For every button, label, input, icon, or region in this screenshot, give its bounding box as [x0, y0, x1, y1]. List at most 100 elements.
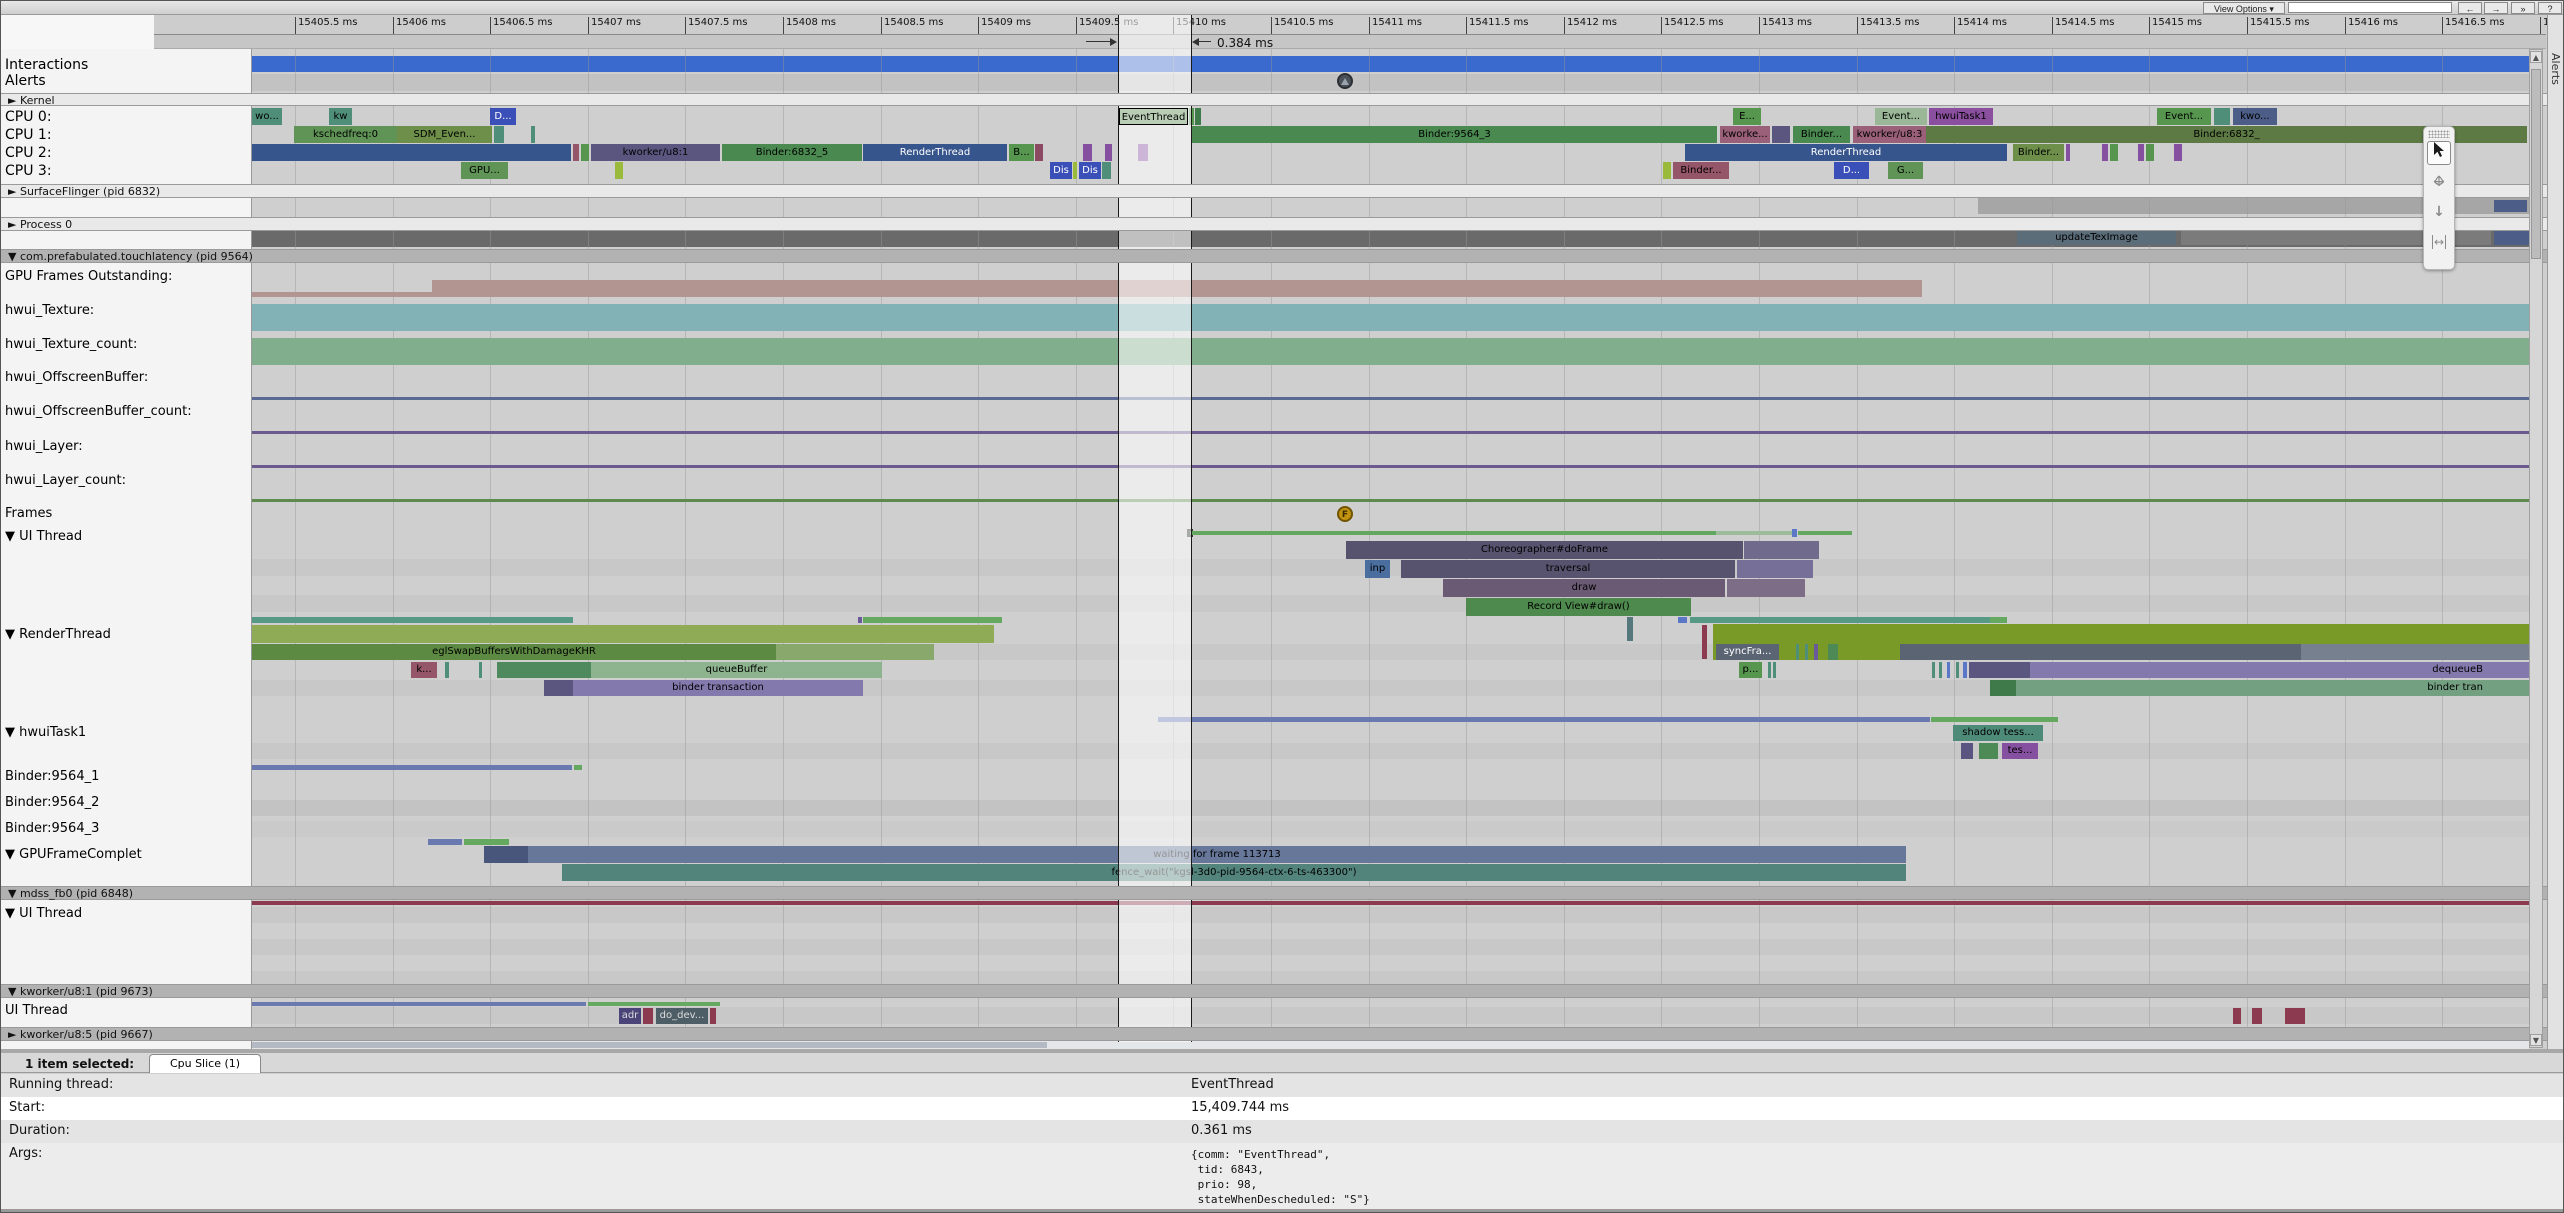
cpu3-slice-dis1[interactable]: Dis: [1050, 162, 1072, 179]
gpuframecomplet-slice-fence[interactable]: fence_wait("kgsl-3d0-pid-9564-ctx-6-ts-4…: [562, 864, 1906, 881]
cpu0-slice-eventthread-selected[interactable]: EventThread: [1119, 108, 1188, 125]
cpu2-slice-long[interactable]: [252, 144, 571, 161]
cpu1-slice-binder9564-3[interactable]: Binder:9564_3: [1192, 126, 1717, 143]
search-input[interactable]: [2288, 2, 2452, 13]
uithread-slice-doframe-pale[interactable]: [1744, 541, 1819, 559]
cpu2-slice-purple1[interactable]: [1083, 144, 1092, 161]
header-touchlatency[interactable]: ▼ com.prefabulated.touchlatency (pid 956…: [1, 249, 2563, 263]
cpu1-slice-teal2[interactable]: [531, 126, 535, 143]
cpu0-slice-e[interactable]: E...: [1733, 108, 1761, 125]
horizontal-scrollbar-thumb[interactable]: [154, 1042, 1047, 1048]
cpu2-slice-b[interactable]: B...: [1009, 144, 1034, 161]
renderthread-slice-gray[interactable]: [1900, 644, 2301, 660]
cpu3-slice-g[interactable]: G...: [1888, 162, 1923, 179]
zoom-tool-button[interactable]: ↓: [2427, 201, 2451, 225]
process0-slice-gray[interactable]: [2181, 231, 2491, 245]
timing-tool-button[interactable]: ↔: [2427, 231, 2451, 255]
vertical-scrollbar[interactable]: [2529, 49, 2543, 1048]
pan-tool-button[interactable]: ↔ ↕: [2427, 171, 2451, 195]
cpu0-slice-kwo[interactable]: kwo...: [2233, 108, 2277, 125]
uithread-slice-traversal-pale[interactable]: [1737, 560, 1813, 578]
kworker-slice-adr[interactable]: adr: [619, 1008, 641, 1024]
renderthread-tick7[interactable]: [1768, 662, 1771, 678]
uithread-slice-recordview[interactable]: Record View#draw(): [1466, 598, 1691, 616]
palette-drag-handle-icon[interactable]: [2428, 130, 2450, 138]
cpu0-slice-green2[interactable]: [1195, 108, 1201, 125]
renderthread-slice-eglswap[interactable]: eglSwapBuffersWithDamageKHR: [252, 644, 776, 660]
horizontal-scrollbar[interactable]: [154, 1041, 2529, 1049]
cpu3-slice-yellow2[interactable]: [1073, 162, 1077, 179]
renderthread-slice-bindertran-dark[interactable]: [1990, 680, 2016, 696]
renderthread-slice-bindertrans-light[interactable]: binder transaction: [573, 680, 863, 696]
cpu3-slice-yellow1[interactable]: [615, 162, 623, 179]
renderthread-slice-maroontick[interactable]: [1702, 625, 1707, 659]
cpu2-slice-p6[interactable]: [2138, 144, 2144, 161]
cpu1-slice-kworke[interactable]: kworke...: [1720, 126, 1770, 143]
renderthread-slice-queuebuffer[interactable]: queueBuffer: [591, 662, 882, 678]
cpu2-slice-binder[interactable]: Binder...: [2013, 144, 2064, 161]
header-mdss-fb0[interactable]: ▼ mdss_fb0 (pid 6848): [1, 886, 2563, 900]
renderthread-slice-k[interactable]: k...: [411, 662, 437, 678]
renderthread-tick11[interactable]: [1947, 662, 1950, 678]
uithread-slice-doframe[interactable]: Choreographer#doFrame: [1346, 541, 1743, 559]
kworker-slice-maroon5[interactable]: [2285, 1008, 2305, 1024]
cpu2-slice-p7[interactable]: [2174, 144, 2182, 161]
renderthread-tick5[interactable]: [445, 662, 449, 678]
cpu0-slice-event2[interactable]: Event...: [2157, 108, 2211, 125]
cpu1-slice-kschedfreq[interactable]: kschedfreq:0: [294, 126, 397, 143]
renderthread-slice-syncfra[interactable]: syncFra...: [1716, 644, 1779, 660]
forward-button[interactable]: →: [2484, 2, 2508, 14]
cpu3-slice-yellow3[interactable]: [1663, 162, 1671, 179]
uithread-slice-traversal[interactable]: traversal: [1401, 560, 1735, 578]
header-kworker-u8-1[interactable]: ▼ kworker/u8:1 (pid 9673): [1, 984, 2563, 998]
renderthread-slice-p[interactable]: p...: [1739, 662, 1762, 678]
sf-slice-blue[interactable]: [2494, 200, 2527, 212]
uithread-slice-inp[interactable]: inp: [1365, 560, 1390, 578]
cpu3-slice-d[interactable]: D...: [1834, 162, 1869, 179]
renderthread-slice-queuedark[interactable]: [497, 662, 591, 678]
cpu1-slice-kworker-u8-3[interactable]: kworker/u8:3: [1853, 126, 1926, 143]
hwuitask1-slice-purple[interactable]: [1961, 743, 1973, 759]
cpu0-slice-d[interactable]: D...: [490, 108, 516, 125]
time-ruler[interactable]: [154, 15, 2546, 35]
cpu2-slice-kworker-u8-1[interactable]: kworker/u8:1: [591, 144, 720, 161]
vertical-scrollbar-thumb[interactable]: [2531, 69, 2541, 259]
cpu0-slice-event1[interactable]: Event...: [1875, 108, 1927, 125]
cpu2-slice-renderthread2[interactable]: RenderThread: [1685, 144, 2007, 161]
renderthread-tick2[interactable]: [1805, 644, 1808, 660]
cpu1-slice-sdm-even[interactable]: SDM_Even...: [397, 126, 492, 143]
renderthread-slice-dequeuebuffer[interactable]: dequeueB: [2030, 662, 2529, 678]
cpu2-slice-maroon[interactable]: [1035, 144, 1043, 161]
renderthread-slice-dequeue-dark[interactable]: [1969, 662, 2030, 678]
renderthread-slice-bindertran[interactable]: binder tran: [2016, 680, 2529, 696]
kworker-slice-dodev[interactable]: do_dev...: [656, 1008, 708, 1024]
process0-slice-updatetexImage[interactable]: updateTexImage: [2017, 231, 2176, 245]
process0-slice-blue[interactable]: [2494, 231, 2529, 245]
cpu1-slice-binder[interactable]: Binder...: [1793, 126, 1850, 143]
renderthread-tick4[interactable]: [1828, 644, 1838, 660]
renderthread-slice-row1[interactable]: [252, 625, 994, 643]
uithread-slice-draw-pale[interactable]: [1727, 579, 1805, 597]
selection-line-end[interactable]: [1191, 15, 1192, 1042]
cpu3-slice-teal[interactable]: [1102, 162, 1111, 179]
cpu1-slice-slate[interactable]: [1772, 126, 1790, 143]
selection-line-start[interactable]: [1118, 15, 1119, 1042]
cpu2-slice-p4[interactable]: [2066, 144, 2070, 161]
renderthread-tick1[interactable]: [1796, 644, 1799, 660]
hwuitask1-slice-shadowtess[interactable]: shadow tess...: [1953, 725, 2043, 741]
header-surfaceflinger[interactable]: ► SurfaceFlinger (pid 6832): [1, 184, 2563, 198]
cpu2-slice-renderthread1[interactable]: RenderThread: [863, 144, 1007, 161]
frame-marker-icon[interactable]: F: [1337, 506, 1353, 522]
hwuitask1-slice-tes[interactable]: tes...: [2002, 743, 2038, 759]
select-tool-button[interactable]: [2427, 141, 2451, 165]
renderthread-tick6[interactable]: [479, 662, 482, 678]
renderthread-slice-graylight[interactable]: [2301, 644, 2529, 660]
cpu0-slice-wo[interactable]: wo...: [252, 108, 282, 125]
cpu3-slice-binder[interactable]: Binder...: [1673, 162, 1729, 179]
cpu0-slice-kw[interactable]: kw: [329, 108, 352, 125]
cpu2-slice-p5[interactable]: [2102, 144, 2108, 161]
renderthread-tick9[interactable]: [1932, 662, 1935, 678]
renderthread-tick12[interactable]: [1956, 662, 1959, 678]
more-button[interactable]: »: [2511, 2, 2535, 14]
alerts-vertical-tab[interactable]: Alerts: [2549, 53, 2562, 85]
